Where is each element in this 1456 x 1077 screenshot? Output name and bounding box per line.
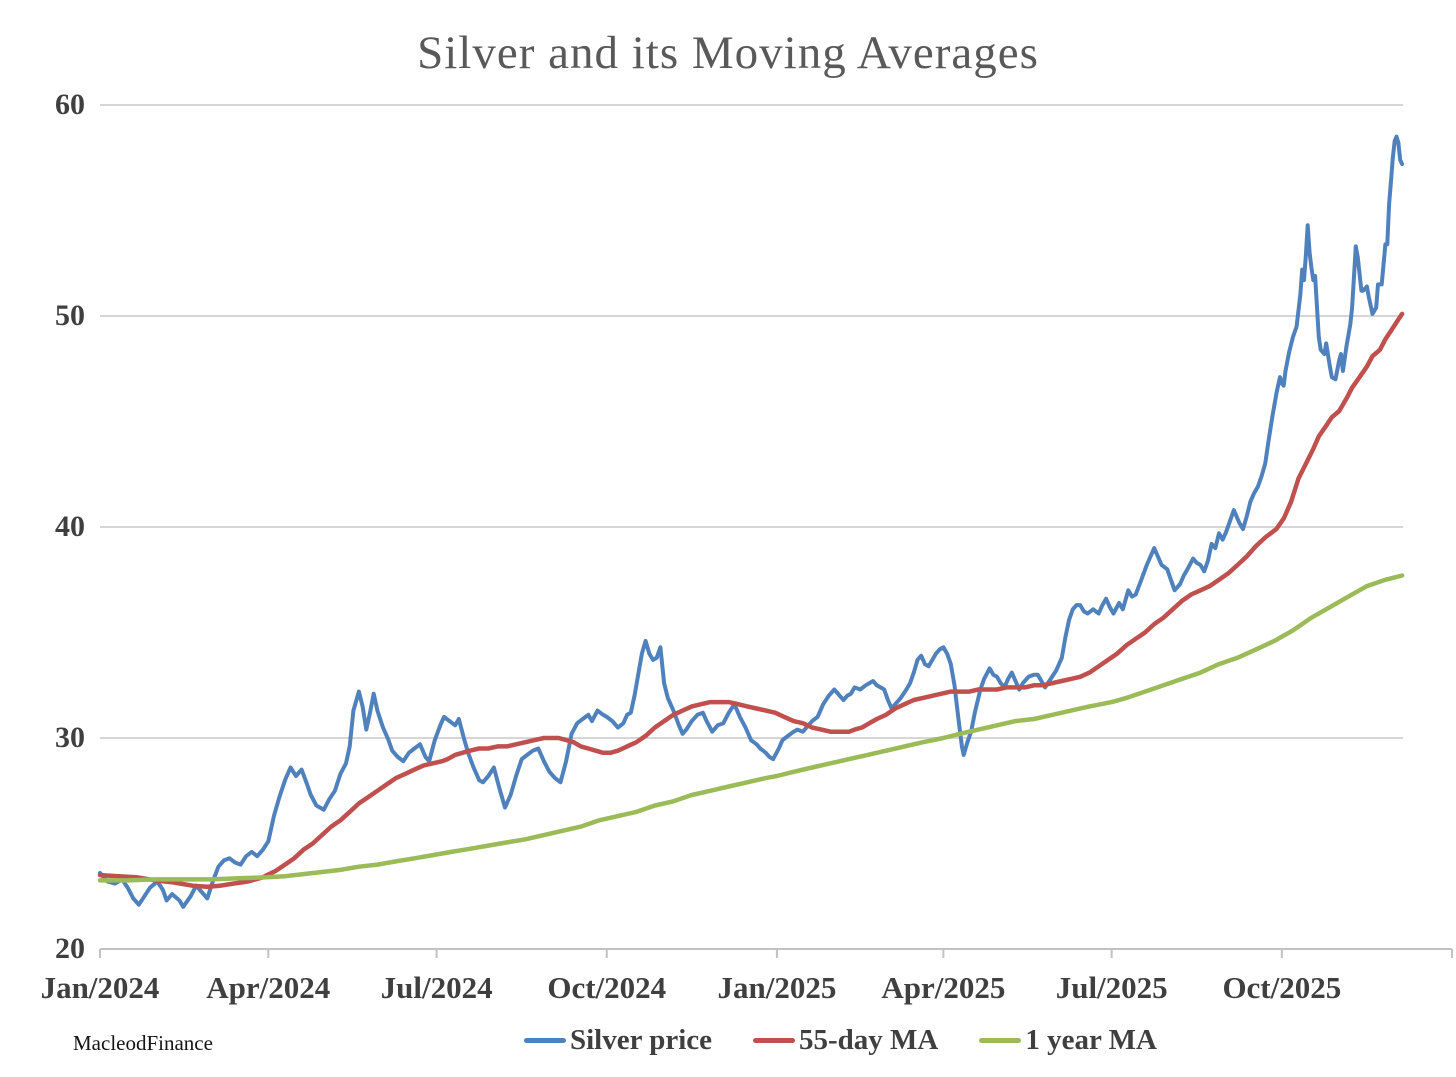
series-line-0	[98, 134, 1405, 909]
legend-label: Silver price	[570, 1023, 713, 1056]
x-axis-label-Oct-2024: Oct/2024	[547, 970, 667, 1005]
x-axis-label-Apr-2024: Apr/2024	[206, 970, 331, 1005]
series-line-1	[97, 311, 1405, 890]
y-axis-label-50: 50	[55, 299, 85, 332]
x-axis-label-Jan-2025: Jan/2025	[717, 970, 837, 1005]
x-axis-label-Apr-2025: Apr/2025	[881, 970, 1006, 1005]
y-axis-label-60: 60	[55, 88, 85, 121]
x-axis-label-Jul-2025: Jul/2025	[1055, 970, 1168, 1005]
legend-swatch-icon	[753, 1037, 796, 1043]
y-axis-label-40: 40	[55, 510, 85, 543]
y-axis-label-20: 20	[55, 932, 85, 965]
legend-item-2: 1 year MA	[979, 1022, 1157, 1058]
legend-item-1: 55-day MA	[753, 1022, 938, 1058]
legend-label: 55-day MA	[799, 1023, 939, 1056]
x-axis-label-Jul-2024: Jul/2024	[380, 970, 493, 1005]
y-axis-label-30: 30	[55, 721, 85, 754]
chart-title: Silver and its Moving Averages	[417, 27, 1039, 79]
legend-swatch-icon	[979, 1037, 1022, 1043]
chart-legend: Silver price 55-day MA 1 year MA	[524, 1022, 1157, 1058]
watermark-text: MacleodFinance	[73, 1031, 213, 1055]
legend-item-0: Silver price	[524, 1022, 712, 1058]
legend-swatch-icon	[524, 1037, 566, 1043]
x-axis-label-Oct-2025: Oct/2025	[1222, 970, 1342, 1005]
legend-label: 1 year MA	[1025, 1023, 1157, 1056]
x-axis-label-Jan-2024: Jan/2024	[40, 970, 160, 1005]
series-line-2	[97, 573, 1405, 883]
